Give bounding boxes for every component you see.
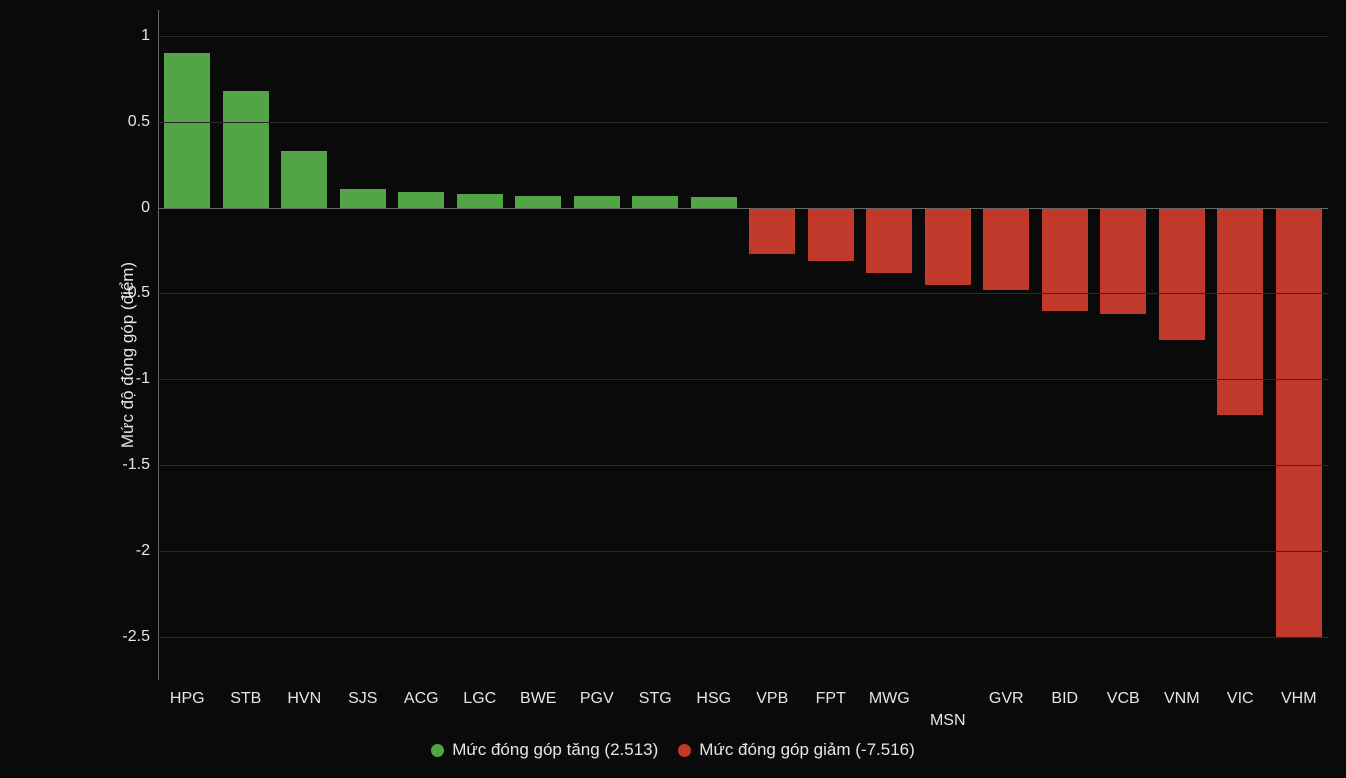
x-tick-label: HSG [696, 690, 731, 708]
gridline [158, 293, 1328, 294]
y-tick-label: -1.5 [122, 456, 158, 474]
bar-bwe [515, 196, 561, 208]
bars-container [158, 10, 1328, 680]
gridline [158, 36, 1328, 37]
legend-item: Mức đóng góp giảm (-7.516) [678, 740, 915, 760]
bar-sjs [340, 189, 386, 208]
gridline [158, 379, 1328, 380]
bar-stg [632, 196, 678, 208]
bar-pgv [574, 196, 620, 208]
x-tick-label: SJS [348, 690, 377, 708]
x-tick-label: BWE [520, 690, 556, 708]
bar-vic [1217, 208, 1263, 416]
x-tick-label: VCB [1107, 690, 1140, 708]
x-tick-label: HVN [287, 690, 321, 708]
gridline [158, 208, 1328, 209]
x-tick-label: BID [1051, 690, 1078, 708]
legend-swatch [678, 744, 691, 757]
legend: Mức đóng góp tăng (2.513) Mức đóng góp gi… [0, 740, 1346, 760]
legend-label: Mức đóng góp giảm (-7.516) [699, 740, 915, 760]
x-tick-label: MSN [930, 712, 966, 730]
x-tick-label: VHM [1281, 690, 1317, 708]
x-tick-label: FPT [816, 690, 846, 708]
bar-lgc [457, 194, 503, 208]
bar-bid [1042, 208, 1088, 311]
bar-vpb [749, 208, 795, 254]
contribution-bar-chart: Mức độ đóng góp (điểm) -2.5-2-1.5-1-0.50… [0, 0, 1346, 778]
x-tick-label: MWG [869, 690, 910, 708]
y-tick-label: 0.5 [128, 113, 158, 131]
bar-mwg [866, 208, 912, 273]
plot-area: -2.5-2-1.5-1-0.500.51HPGSTBHVNSJSACGLGCB… [158, 10, 1328, 680]
bar-vhm [1276, 208, 1322, 637]
bar-gvr [983, 208, 1029, 290]
gridline [158, 465, 1328, 466]
gridline [158, 122, 1328, 123]
bar-msn [925, 208, 971, 285]
legend-label: Mức đóng góp tăng (2.513) [452, 740, 658, 760]
y-tick-label: -1 [136, 370, 158, 388]
bar-hpg [164, 53, 210, 208]
x-tick-label: VNM [1164, 690, 1200, 708]
bar-fpt [808, 208, 854, 261]
bar-vcb [1100, 208, 1146, 315]
y-tick-label: -2.5 [122, 628, 158, 646]
y-tick-label: 0 [141, 199, 158, 217]
x-tick-label: LGC [463, 690, 496, 708]
gridline [158, 551, 1328, 552]
x-tick-label: STB [230, 690, 261, 708]
y-tick-label: -2 [136, 542, 158, 560]
bar-vnm [1159, 208, 1205, 340]
x-tick-label: PGV [580, 690, 614, 708]
x-tick-label: VPB [756, 690, 788, 708]
x-tick-label: VIC [1227, 690, 1254, 708]
bar-acg [398, 192, 444, 207]
x-tick-label: GVR [989, 690, 1024, 708]
bar-stb [223, 91, 269, 208]
y-tick-label: 1 [141, 27, 158, 45]
bar-hvn [281, 151, 327, 208]
x-tick-label: STG [639, 690, 672, 708]
y-tick-label: -0.5 [122, 284, 158, 302]
x-tick-label: ACG [404, 690, 439, 708]
gridline [158, 637, 1328, 638]
legend-swatch [431, 744, 444, 757]
legend-item: Mức đóng góp tăng (2.513) [431, 740, 658, 760]
x-tick-label: HPG [170, 690, 205, 708]
bar-hsg [691, 197, 737, 207]
